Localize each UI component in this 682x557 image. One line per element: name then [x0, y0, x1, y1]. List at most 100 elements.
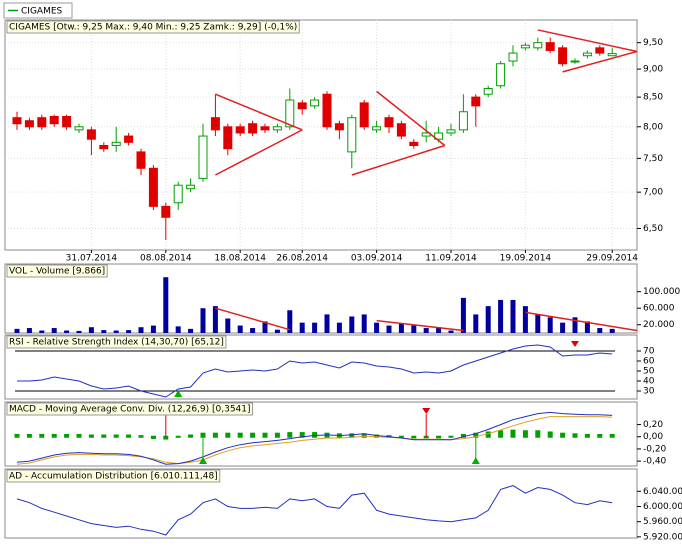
candle-body: [161, 205, 171, 218]
x-tick-label: 18.08.2014: [214, 254, 266, 264]
y-tick-label: 8,50: [643, 93, 663, 103]
histogram-bar: [287, 432, 293, 438]
bar: [262, 321, 268, 333]
histogram-bar: [485, 431, 491, 438]
x-tick-label: 19.09.2014: [500, 254, 552, 264]
panel-title-box: [6, 335, 227, 349]
bar: [374, 322, 380, 333]
y-tick-label: 5.960.000: [643, 517, 682, 527]
candle-body: [285, 99, 295, 128]
y-tick-label: 30: [643, 387, 655, 397]
x-tick-label: 11.09.2014: [425, 254, 477, 264]
candle-body: [434, 132, 444, 140]
bar: [250, 328, 256, 333]
bar: [535, 314, 541, 333]
trendline: [215, 307, 291, 331]
histogram-bar: [175, 435, 181, 438]
bar: [597, 328, 603, 333]
candle-body: [62, 115, 72, 128]
bar: [188, 328, 194, 333]
candle-body: [558, 47, 568, 65]
trendline: [376, 90, 446, 147]
histogram-bar: [237, 432, 243, 438]
bar: [473, 314, 479, 333]
candle-body: [37, 117, 47, 128]
y-tick-label: 6.040.000: [643, 487, 682, 497]
panel-frame: [4, 19, 638, 251]
candle-body: [533, 42, 543, 49]
y-tick-label: 7,50: [643, 154, 663, 164]
candle-body: [570, 60, 580, 63]
panel-title-box: [6, 402, 254, 416]
candle-body: [173, 184, 183, 204]
y-tick-label: 0,00: [643, 432, 663, 442]
tab[interactable]: [3, 2, 73, 19]
signal-marker: [422, 408, 431, 414]
candle-body: [446, 129, 456, 134]
panel-title-box: [6, 264, 108, 278]
trendline: [525, 311, 638, 332]
y-tick-label: 9,00: [643, 65, 663, 75]
candle-body: [310, 99, 320, 107]
signal-marker: [571, 341, 579, 347]
bar: [560, 322, 566, 333]
y-tick-label: 20.000: [643, 320, 675, 330]
bar: [510, 299, 516, 333]
bar: [51, 328, 57, 333]
histogram-bar: [39, 433, 45, 438]
candle-body: [198, 135, 208, 179]
histogram-bar: [76, 433, 82, 438]
bar: [584, 321, 590, 333]
bar: [26, 328, 32, 333]
bar: [349, 316, 355, 333]
panel-title: MACD - Moving Average Conv. Div. (12,26,…: [9, 405, 251, 415]
bar: [398, 323, 404, 333]
y-tick-label: 6.000.000: [643, 502, 682, 512]
histogram-bar: [225, 432, 231, 438]
y-tick-label: 9,50: [643, 38, 663, 48]
bar: [150, 325, 156, 333]
line-series: [16, 411, 613, 465]
bar: [39, 330, 45, 333]
trendline: [215, 93, 303, 131]
panel-title: CIGAMES [Otw.: 9,25 Max.: 9,40 Min.: 9,2…: [9, 23, 297, 33]
bar: [200, 308, 206, 333]
x-tick-label: 26.08.2014: [276, 254, 328, 264]
candle-body: [384, 117, 394, 128]
bar: [64, 330, 70, 333]
tab-label: CIGAMES: [21, 7, 63, 17]
line-series: [17, 344, 613, 398]
bar: [547, 317, 553, 333]
bar: [498, 299, 504, 333]
histogram-bar: [26, 433, 32, 438]
panel-frame: [4, 263, 638, 334]
bar: [101, 330, 107, 333]
candle-body: [260, 126, 270, 131]
histogram-bar: [126, 434, 132, 438]
histogram-bar: [411, 435, 417, 439]
candle-body: [272, 126, 282, 131]
candle-body: [372, 126, 382, 131]
y-tick-label: 8,00: [643, 122, 663, 132]
candle-body: [582, 52, 592, 57]
bar: [14, 328, 20, 333]
bar: [76, 330, 82, 333]
histogram-bar: [374, 434, 380, 438]
histogram-bar: [138, 435, 144, 438]
candle-body: [111, 141, 121, 147]
line-series: [16, 485, 613, 536]
histogram-bar: [113, 434, 119, 438]
histogram-bar: [14, 433, 20, 438]
bar: [88, 327, 94, 333]
candle-body: [297, 102, 307, 110]
panel-title-box: [6, 20, 300, 34]
bar: [225, 318, 231, 333]
trendline: [376, 319, 464, 332]
bar: [448, 330, 454, 333]
y-tick-label: 50: [643, 367, 655, 377]
candle-body: [235, 126, 245, 134]
panel-title: VOL - Volume [9.866]: [9, 267, 105, 277]
candle-body: [545, 42, 555, 51]
y-tick-label: 70: [643, 347, 655, 357]
histogram-bar: [609, 433, 615, 438]
